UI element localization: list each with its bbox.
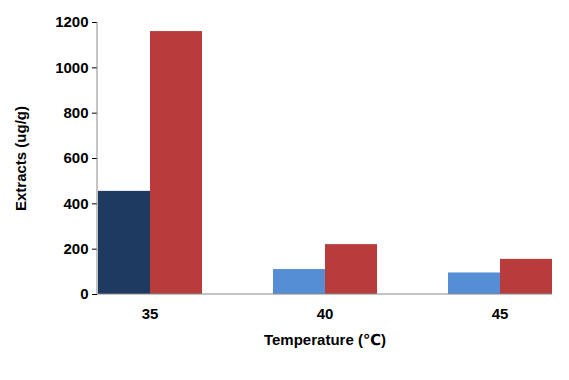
svg-text:35: 35	[142, 305, 159, 322]
svg-text:40: 40	[317, 305, 334, 322]
svg-text:45: 45	[492, 305, 509, 322]
svg-text:600: 600	[63, 149, 88, 166]
svg-text:0: 0	[80, 285, 88, 302]
svg-text:Temperature (℃): Temperature (℃)	[264, 331, 386, 348]
svg-text:200: 200	[63, 240, 88, 257]
svg-text:Extracts (ug/g): Extracts (ug/g)	[12, 106, 29, 211]
svg-text:1200: 1200	[55, 13, 88, 30]
svg-text:1000: 1000	[55, 59, 88, 76]
svg-text:800: 800	[63, 104, 88, 121]
svg-text:400: 400	[63, 195, 88, 212]
